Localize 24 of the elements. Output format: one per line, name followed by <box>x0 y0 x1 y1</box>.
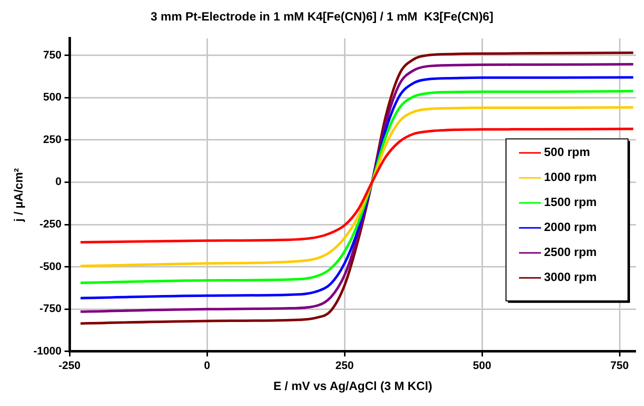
legend-label: 2500 rpm <box>544 245 597 260</box>
y-axis-title: j / µA/cm² <box>12 168 26 223</box>
legend-label: 1500 rpm <box>544 195 597 210</box>
y-tick-label: -1000 <box>33 345 62 358</box>
y-tick-label: 250 <box>43 134 62 146</box>
line-series <box>79 128 634 244</box>
legend-label: 1000 rpm <box>544 170 597 184</box>
legend-label: 500 rpm <box>544 145 590 160</box>
y-tick-label: -750 <box>40 303 62 316</box>
x-axis-title: E / mV vs Ag/AgCl (3 M KCl) <box>273 379 432 394</box>
x-tick-label: 750 <box>610 360 629 372</box>
y-tick-label: 750 <box>43 49 62 62</box>
x-tick-label: -250 <box>58 360 81 372</box>
y-tick-label: 0 <box>55 176 62 188</box>
legend-label: 3000 rpm <box>544 270 597 284</box>
y-tick-label: -500 <box>40 260 62 273</box>
chart-title: 3 mm Pt-Electrode in 1 mM K4[Fe(CN)6] / 1 mM K3[Fe(CN)6] <box>150 10 494 24</box>
x-tick-label: 250 <box>335 360 354 372</box>
line-series <box>79 106 634 268</box>
x-tick-label: 500 <box>472 360 492 372</box>
legend-label: 2000 rpm <box>544 220 597 234</box>
x-tick-label: 0 <box>204 360 210 372</box>
y-tick-label: -250 <box>40 218 62 231</box>
y-tick-label: 500 <box>43 92 62 104</box>
